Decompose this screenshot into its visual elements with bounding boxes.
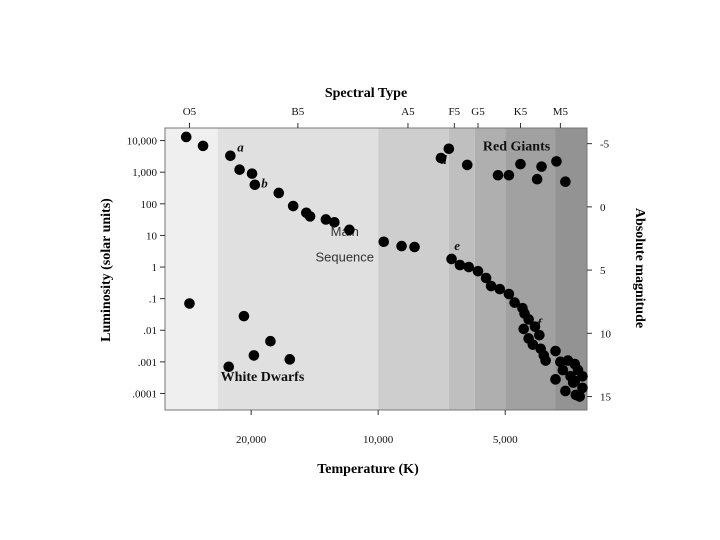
- annotation-label: f: [537, 316, 543, 331]
- x-tick-label: 20,000: [236, 434, 267, 446]
- data-points: [180, 131, 588, 402]
- point-main-sequence: [446, 253, 457, 265]
- spectral-type-label: G5: [471, 106, 485, 118]
- y-axis-title: Luminosity (solar units): [99, 198, 114, 342]
- y-tick-label: .01: [143, 325, 157, 337]
- point-main-sequence: [503, 288, 515, 300]
- point-red-giants: [515, 158, 526, 170]
- annotation-label: b: [261, 175, 268, 190]
- y-tick-label: .0001: [132, 388, 157, 400]
- point-main-sequence: [560, 385, 571, 397]
- annotation-label: a: [237, 140, 244, 155]
- point-white-dwarfs: [184, 298, 195, 309]
- annotation-label: White Dwarfs: [221, 370, 305, 385]
- point-main-sequence: [234, 164, 245, 175]
- point-red-giants: [531, 173, 543, 185]
- magnitude-tick-label: 0: [600, 202, 606, 214]
- point-main-sequence: [197, 140, 209, 152]
- point-main-sequence: [540, 355, 551, 366]
- annotation-label: Sequence: [315, 249, 374, 264]
- magnitude-tick-label: -5: [600, 139, 610, 151]
- point-white-dwarfs: [248, 350, 260, 361]
- y-tick-label: 10: [146, 230, 158, 242]
- point-main-sequence: [494, 283, 506, 295]
- y-tick-label: 10,000: [127, 136, 158, 148]
- point-main-sequence: [273, 187, 285, 199]
- point-main-sequence: [550, 374, 561, 385]
- point-main-sequence: [509, 297, 520, 308]
- point-main-sequence: [534, 329, 545, 341]
- annotation-label: e: [454, 238, 460, 253]
- point-main-sequence: [180, 131, 192, 143]
- chart-title: Spectral Type: [325, 86, 407, 101]
- y-tick-label: .001: [138, 357, 157, 369]
- spectral-band-0: [165, 128, 218, 410]
- spectral-type-label: B5: [291, 106, 304, 118]
- y-tick-label: 100: [141, 199, 158, 211]
- spectral-type-label: M5: [553, 106, 569, 118]
- point-main-sequence: [518, 323, 530, 335]
- point-main-sequence: [529, 321, 541, 332]
- point-main-sequence: [320, 214, 332, 225]
- point-white-dwarfs: [284, 354, 296, 365]
- point-main-sequence: [396, 240, 407, 252]
- point-red-giants: [435, 152, 447, 164]
- point-red-giants: [492, 169, 504, 181]
- point-main-sequence: [527, 339, 539, 350]
- point-main-sequence: [472, 265, 484, 277]
- point-main-sequence: [485, 280, 497, 292]
- spectral-band-2: [378, 128, 449, 410]
- annotation-label: Red Giants: [483, 140, 551, 155]
- point-main-sequence: [463, 261, 475, 273]
- point-red-giants: [443, 143, 455, 155]
- point-white-dwarfs: [238, 310, 250, 322]
- point-red-giants: [560, 176, 571, 188]
- magnitude-tick-label: 10: [600, 328, 612, 340]
- point-main-sequence: [574, 391, 586, 402]
- point-main-sequence: [567, 377, 579, 388]
- point-main-sequence: [557, 364, 569, 376]
- point-main-sequence: [378, 236, 390, 248]
- magnitude-tick-label: 5: [600, 265, 606, 277]
- point-white-dwarfs: [223, 361, 235, 373]
- point-main-sequence: [523, 314, 534, 325]
- point-main-sequence: [304, 211, 316, 222]
- point-main-sequence: [409, 241, 420, 253]
- spectral-type-label: K5: [514, 106, 528, 118]
- point-red-giants: [536, 161, 547, 172]
- point-main-sequence: [480, 272, 492, 284]
- spectral-band-5: [505, 128, 556, 410]
- point-red-giants: [461, 159, 473, 171]
- magnitude-tick-label: 15: [600, 392, 612, 404]
- point-main-sequence: [577, 370, 588, 382]
- point-white-dwarfs: [265, 335, 276, 347]
- y-tick-label: 1,000: [132, 167, 157, 179]
- point-red-giants: [551, 156, 562, 167]
- x-tick-label: 10,000: [363, 434, 394, 446]
- point-main-sequence: [249, 179, 261, 191]
- spectral-type-label: O5: [183, 106, 197, 118]
- point-main-sequence: [246, 168, 258, 179]
- y-axis-title-right: Absolute magnitude: [632, 208, 647, 328]
- point-main-sequence: [577, 382, 588, 394]
- plot-frame: [164, 127, 588, 411]
- spectral-type-label: F5: [449, 106, 461, 118]
- point-main-sequence: [344, 224, 355, 236]
- point-main-sequence: [550, 345, 561, 357]
- x-tick-label: 5,000: [493, 434, 518, 446]
- spectral-type-label: A5: [401, 106, 415, 118]
- spectral-band-1: [217, 128, 379, 410]
- point-main-sequence: [454, 259, 466, 271]
- x-axis-title: Temperature (K): [317, 462, 419, 477]
- y-tick-label: 1: [152, 262, 158, 274]
- point-main-sequence: [287, 200, 299, 212]
- y-tick-label: .1: [149, 294, 157, 306]
- point-red-giants: [503, 169, 515, 181]
- point-main-sequence: [329, 216, 340, 228]
- point-main-sequence: [225, 150, 236, 162]
